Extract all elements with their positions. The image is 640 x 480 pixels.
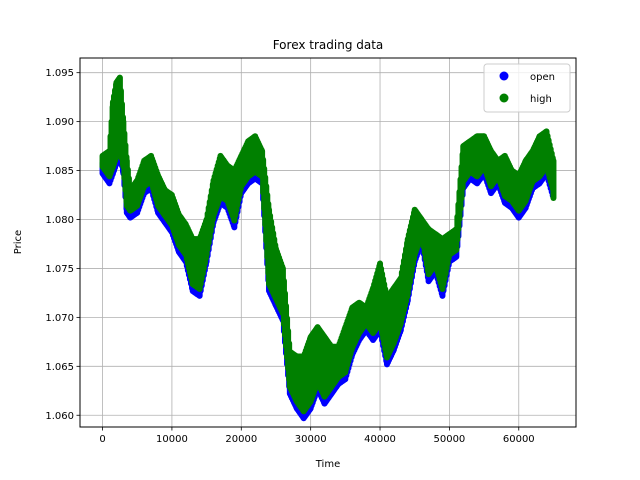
- y-tick-label: 1.070: [45, 313, 74, 324]
- x-axis-label: Time: [315, 459, 340, 470]
- legend-box: [483, 63, 571, 113]
- y-tick-label: 1.075: [45, 264, 74, 275]
- x-axis: 0 10000 20000 30000 40000 50000 60000: [99, 427, 535, 445]
- axes-frame: [79, 57, 577, 428]
- legend-label-open: open: [530, 72, 555, 83]
- legend: open high: [483, 63, 571, 113]
- series-high: [99, 74, 557, 415]
- grid: [80, 58, 576, 427]
- x-tick-label: 50000: [433, 434, 465, 445]
- x-tick-label: 40000: [364, 434, 396, 445]
- legend-marker-high: [499, 93, 509, 103]
- y-tick-label: 1.085: [45, 166, 74, 177]
- y-tick-label: 1.080: [45, 215, 74, 226]
- y-axis: 1.060 1.065 1.070 1.075 1.080 1.085 1.090 1.095: [45, 68, 80, 422]
- x-tick-label: 10000: [156, 434, 188, 445]
- x-tick-label: 0: [99, 434, 105, 445]
- y-axis-label: Price: [13, 230, 24, 254]
- x-tick-label: 60000: [503, 434, 535, 445]
- x-tick-label: 20000: [225, 434, 257, 445]
- plot-area: [99, 74, 557, 422]
- y-tick-label: 1.060: [45, 411, 74, 422]
- x-tick-label: 30000: [295, 434, 327, 445]
- legend-label-high: high: [530, 94, 552, 105]
- chart-title: Forex trading data: [273, 38, 384, 52]
- y-tick-label: 1.065: [45, 362, 74, 373]
- legend-marker-open: [499, 71, 509, 81]
- y-tick-label: 1.090: [45, 117, 74, 128]
- y-tick-label: 1.095: [45, 68, 74, 79]
